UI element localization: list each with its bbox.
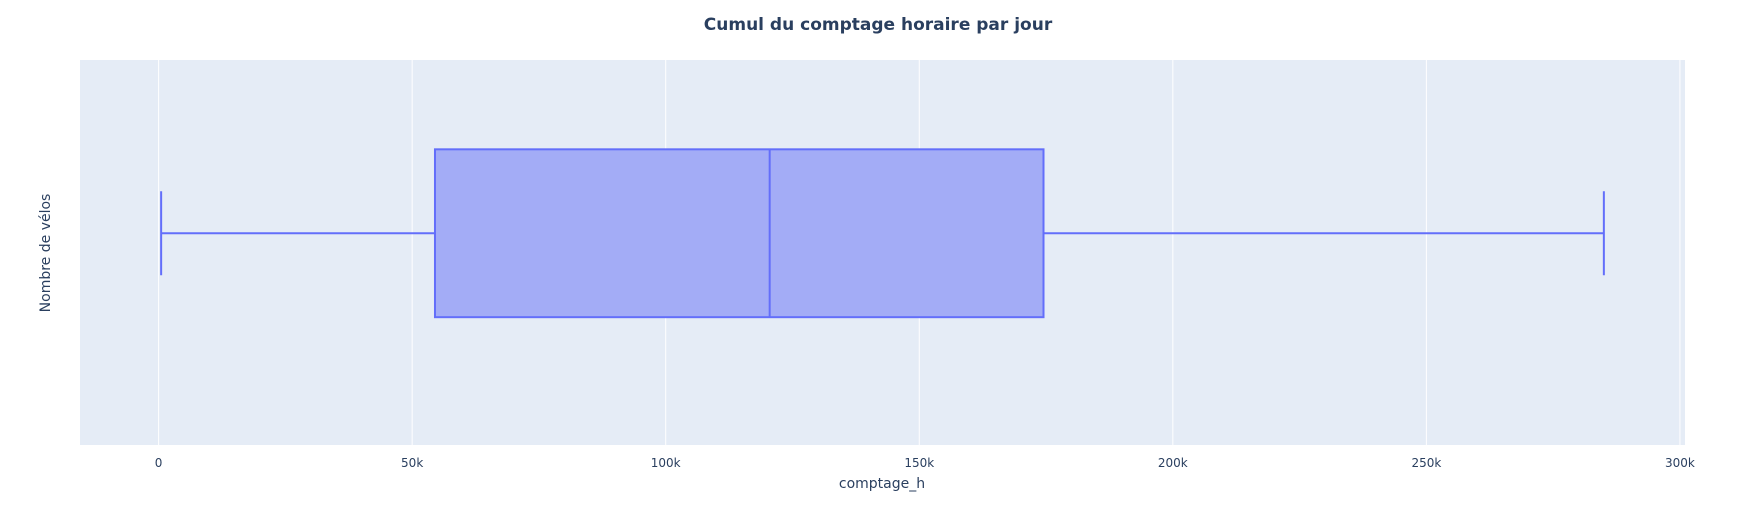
x-tick-label-2: 100k (651, 456, 681, 470)
x-axis-title: comptage_h (839, 476, 925, 492)
box-iqr (433, 148, 1045, 319)
chart-title: Cumul du comptage horaire par jour (704, 15, 1053, 35)
x-tick-label-1: 50k (401, 456, 423, 470)
x-axis-ticks: 0 50k 100k 150k 200k 250k 300k (155, 456, 1695, 470)
x-tick-label-5: 250k (1411, 456, 1441, 470)
x-tick-label-0: 0 (155, 456, 163, 470)
y-axis-title: Nombre de vélos (38, 194, 54, 313)
box-trace (160, 148, 1605, 319)
x-tick-label-3: 150k (904, 456, 934, 470)
x-tick-label-4: 200k (1158, 456, 1188, 470)
x-tick-label-6: 300k (1665, 456, 1695, 470)
